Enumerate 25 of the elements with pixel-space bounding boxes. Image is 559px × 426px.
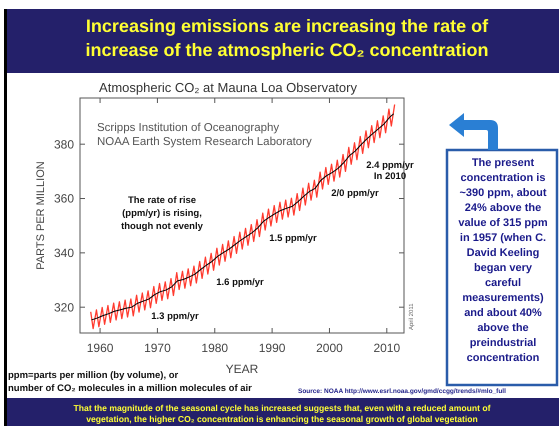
text: number of CO₂ molecules in a million molecules of air bbox=[8, 383, 252, 394]
x-tick-label: 2010 bbox=[373, 341, 400, 355]
y-tick-label: 320 bbox=[54, 300, 74, 314]
annotation: 1.5 ppm/yr bbox=[269, 233, 318, 244]
annotation: 1.6 ppm/yr bbox=[216, 277, 264, 288]
x-tick-label: 1970 bbox=[144, 341, 172, 355]
y-tick-label: 380 bbox=[54, 137, 74, 152]
text: That the magnitude of the seasonal cycle has increased suggests that, even with a reduced amount of vegetation, the higher CO₂ concentration is enhancing the seasonal growth of global vegetation bbox=[74, 403, 491, 424]
y-tick-label: 340 bbox=[54, 246, 74, 260]
y-axis-title: PARTS PER MILLION bbox=[35, 161, 47, 270]
x-tick-label: 1960 bbox=[86, 341, 114, 355]
annotation: 2/0 ppm/yr bbox=[331, 188, 380, 199]
x-tick-label: 1980 bbox=[201, 341, 228, 355]
text: The present concentration is ~390 ppm, about 24% above the value of 315 ppm in 1957 (when C. David Keeling began very careful measurements) and about 40% above the preindustrial concentration bbox=[458, 157, 548, 364]
x-axis-title: YEAR bbox=[226, 362, 259, 376]
chart-title: Increasing emissions are increasing the rate of increase of the atmospheric CO₂ concentration bbox=[85, 16, 490, 60]
annotation: Scripps Institution of Oceanography bbox=[97, 122, 280, 134]
chart-subtitle: Atmospheric CO₂ at Mauna Loa Observatory bbox=[99, 80, 358, 95]
annotation: NOAA Earth System Research Laboratory bbox=[97, 136, 312, 148]
x-tick-label: 2000 bbox=[316, 341, 344, 355]
annotation: The rate of rise (ppm/yr) is rising, though not evenly bbox=[121, 195, 204, 232]
y-tick-label: 360 bbox=[54, 192, 74, 206]
annotation: 1.3 ppm/yr bbox=[151, 311, 200, 322]
text: ppm=parts per million (by volume), or bbox=[8, 370, 179, 381]
x-tick-label: 1990 bbox=[258, 341, 286, 355]
